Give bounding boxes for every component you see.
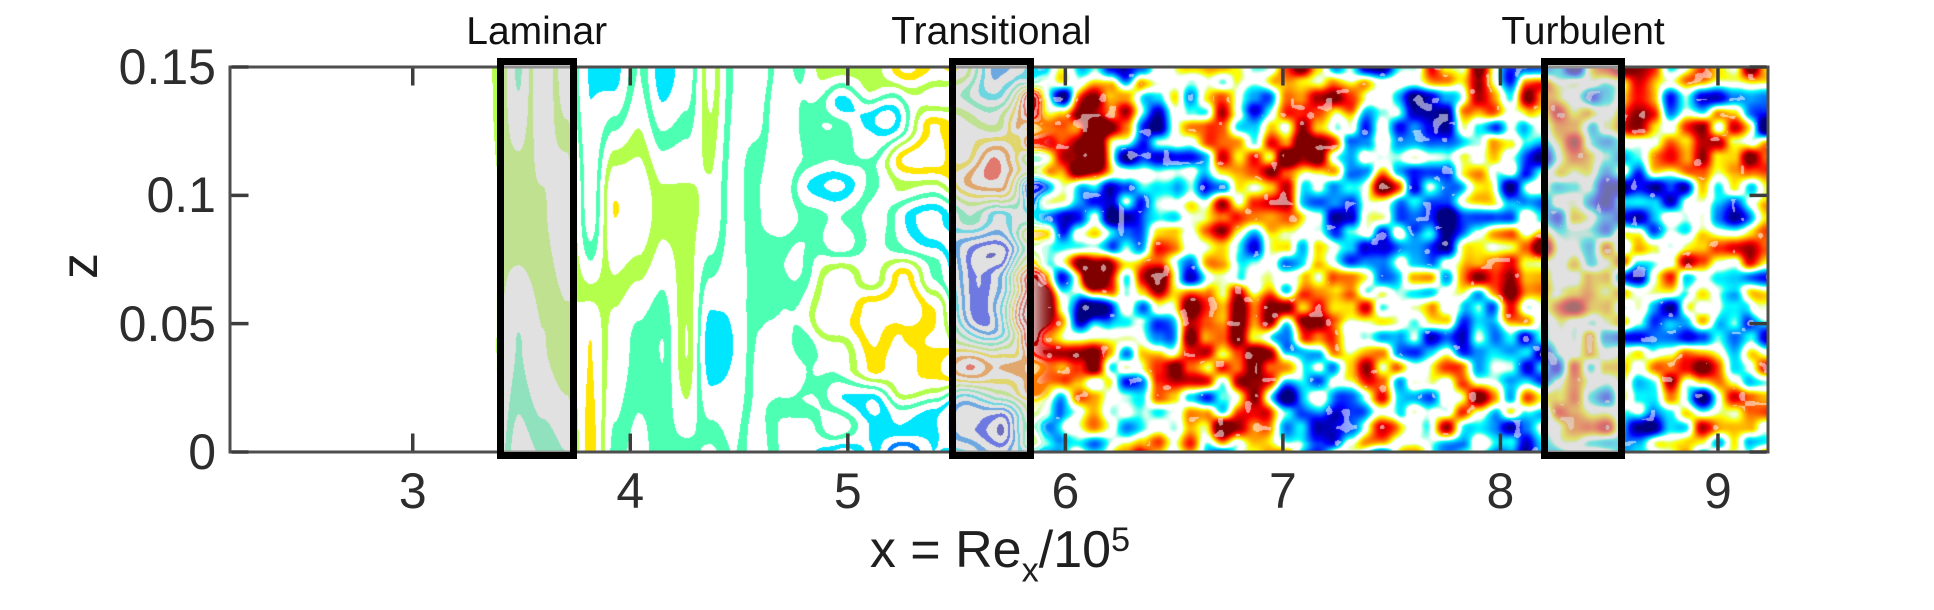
transitional-region-label: Transitional (891, 10, 1092, 53)
x-axis-label-superscript: 5 (1111, 521, 1131, 560)
y-axis-label: z (51, 253, 109, 279)
x-tick-label: 5 (833, 463, 862, 519)
y-tick-label: 0 (188, 424, 216, 480)
x-axis-label-subscript: x (1021, 551, 1039, 590)
laminar-sample-box (496, 58, 577, 459)
x-tick-label: 8 (1486, 463, 1515, 519)
x-tick-label: 7 (1268, 463, 1297, 519)
laminar-region-label: Laminar (466, 10, 608, 53)
x-axis-label-prefix: x = Re (869, 521, 1022, 579)
transitional-sample-box (949, 58, 1034, 459)
turbulent-sample-box (1540, 58, 1626, 459)
turbulent-region-label: Turbulent (1501, 10, 1665, 53)
x-tick-label: 9 (1704, 463, 1732, 519)
x-axis-label-middle: /10 (1038, 521, 1112, 579)
x-tick-label: 4 (616, 463, 645, 519)
y-tick-label: 0.1 (146, 167, 216, 224)
x-axis-label: x = Rex/105 (700, 520, 1300, 590)
x-tick-label: 3 (398, 463, 427, 519)
y-tick-label: 0.05 (118, 295, 216, 352)
y-tick-label: 0.15 (118, 39, 216, 95)
x-tick-label: 6 (1051, 463, 1080, 519)
